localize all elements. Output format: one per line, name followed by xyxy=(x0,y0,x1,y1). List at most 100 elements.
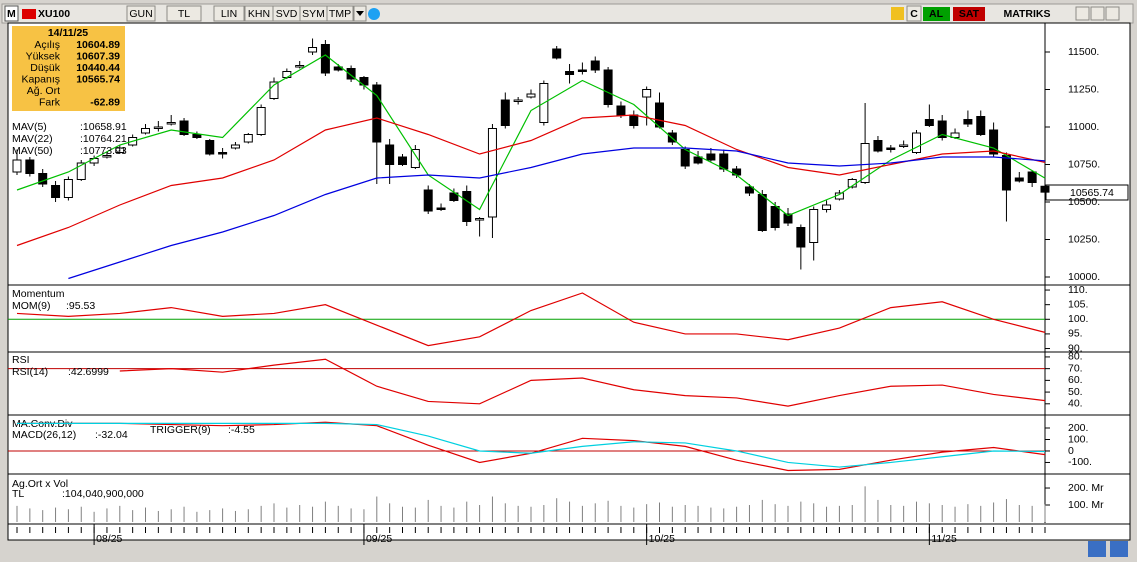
last-price: 10565.74 xyxy=(1070,187,1114,199)
candle-body xyxy=(423,189,433,212)
tool-icon[interactable] xyxy=(891,7,904,20)
y-tick-label: 60. xyxy=(1068,374,1083,386)
candle-body xyxy=(526,93,536,98)
legend-value: :95.53 xyxy=(66,300,95,312)
indicator-line xyxy=(119,358,1046,407)
indicator-line xyxy=(16,114,1046,247)
info-box xyxy=(12,26,125,111)
candle-body xyxy=(886,147,896,150)
candle-body xyxy=(218,152,228,155)
y-tick-label: -100. xyxy=(1068,456,1092,468)
y-tick-label: 40. xyxy=(1068,398,1083,410)
candle-body xyxy=(577,69,587,72)
candle-body xyxy=(230,144,240,149)
candle-body xyxy=(976,116,986,135)
candle-body xyxy=(899,144,909,147)
candle-body xyxy=(38,173,48,185)
candle-body xyxy=(320,44,330,74)
flag-icon xyxy=(22,9,36,19)
window-control[interactable] xyxy=(1105,6,1120,21)
y-tick-label: 11250. xyxy=(1068,83,1099,95)
candle-body xyxy=(410,149,420,168)
candle-body xyxy=(565,71,575,75)
info-value: 10607.39 xyxy=(76,50,120,62)
y-tick-label: 90. xyxy=(1068,342,1083,354)
candle-body xyxy=(12,159,22,173)
y-tick-label: 11000. xyxy=(1068,121,1099,133)
candle-body xyxy=(63,179,73,198)
candle-body xyxy=(346,68,356,80)
y-tick-label: 70. xyxy=(1068,362,1083,374)
candle-body xyxy=(115,147,125,153)
toolbar-button-label: SYM xyxy=(302,8,325,20)
y-tick-label: 10000. xyxy=(1068,271,1100,283)
toolbar-button[interactable] xyxy=(166,5,202,22)
y-tick-label: 10750. xyxy=(1068,158,1100,170)
toolbar-button-label: SVD xyxy=(276,8,298,20)
legend-name: MAV(22) xyxy=(12,133,53,145)
candle-body xyxy=(487,128,497,218)
candle-body xyxy=(796,227,806,248)
toolbar-button-label: LIN xyxy=(221,8,237,20)
toolbar-button-label: TL xyxy=(178,8,190,20)
legend-value: :104,040,900,000 xyxy=(62,488,144,500)
y-tick-label: 100. xyxy=(1068,313,1088,325)
indicator-line xyxy=(16,54,1046,217)
candle-body xyxy=(398,156,407,165)
window-control[interactable] xyxy=(1075,6,1090,21)
legend-name: MOM(9) xyxy=(12,300,51,312)
candle-body xyxy=(449,192,459,201)
toolbar-button[interactable] xyxy=(126,5,156,22)
candle-body xyxy=(706,153,716,161)
y-tick-label: 100. xyxy=(1068,433,1088,445)
candle-body xyxy=(513,99,523,102)
candle-body xyxy=(256,107,266,135)
y-tick-label: 105. xyxy=(1068,298,1088,310)
info-value: 10565.74 xyxy=(76,73,120,85)
info-value: 10440.44 xyxy=(76,62,120,74)
info-label: Açılış xyxy=(34,39,60,51)
candle-body xyxy=(269,81,279,99)
toolbar-button[interactable] xyxy=(326,5,354,22)
info-label: Ağ. Ort xyxy=(27,85,60,97)
candle-body xyxy=(860,143,870,183)
candle-body xyxy=(51,185,61,198)
y-tick-label: 200. Mr xyxy=(1068,482,1104,494)
candle-body xyxy=(603,69,613,105)
scroll-icon[interactable] xyxy=(1110,541,1128,557)
y-tick-label: 110. xyxy=(1068,284,1088,296)
candle-body xyxy=(693,156,703,164)
candle-body xyxy=(1040,185,1050,193)
window-control[interactable] xyxy=(1090,6,1105,21)
scroll-icon[interactable] xyxy=(1088,541,1106,557)
legend-value: :10764.21 xyxy=(80,133,127,145)
candle-body xyxy=(179,120,189,135)
info-value: 10604.89 xyxy=(76,39,120,51)
candle-body xyxy=(1001,155,1011,191)
legend-value: :42.6999 xyxy=(68,366,109,378)
candle-body xyxy=(500,99,510,126)
info-value: -62.89 xyxy=(90,96,120,108)
x-tick-label: 08/25 xyxy=(96,533,122,545)
toolbar-button[interactable] xyxy=(213,5,245,22)
c-button[interactable] xyxy=(906,5,922,22)
panel-title: Ag.Ort x Vol xyxy=(12,478,68,490)
y-tick-label: 100. Mr xyxy=(1068,499,1104,511)
legend-value: :10658.91 xyxy=(80,121,127,133)
candle-body xyxy=(102,155,112,158)
candle-body xyxy=(924,119,934,126)
logo-box xyxy=(4,5,19,22)
candle-body xyxy=(308,47,318,53)
candle-body xyxy=(25,159,35,174)
buy-label: AL xyxy=(929,8,944,20)
info-label: Düşük xyxy=(30,62,61,74)
buy-button[interactable] xyxy=(923,7,950,21)
sell-button[interactable] xyxy=(953,7,985,21)
candle-body xyxy=(295,65,305,68)
candle-body xyxy=(436,207,446,210)
candle-body xyxy=(629,114,639,126)
x-tick-label: 09/25 xyxy=(366,533,392,545)
twitter-icon[interactable] xyxy=(368,8,380,20)
